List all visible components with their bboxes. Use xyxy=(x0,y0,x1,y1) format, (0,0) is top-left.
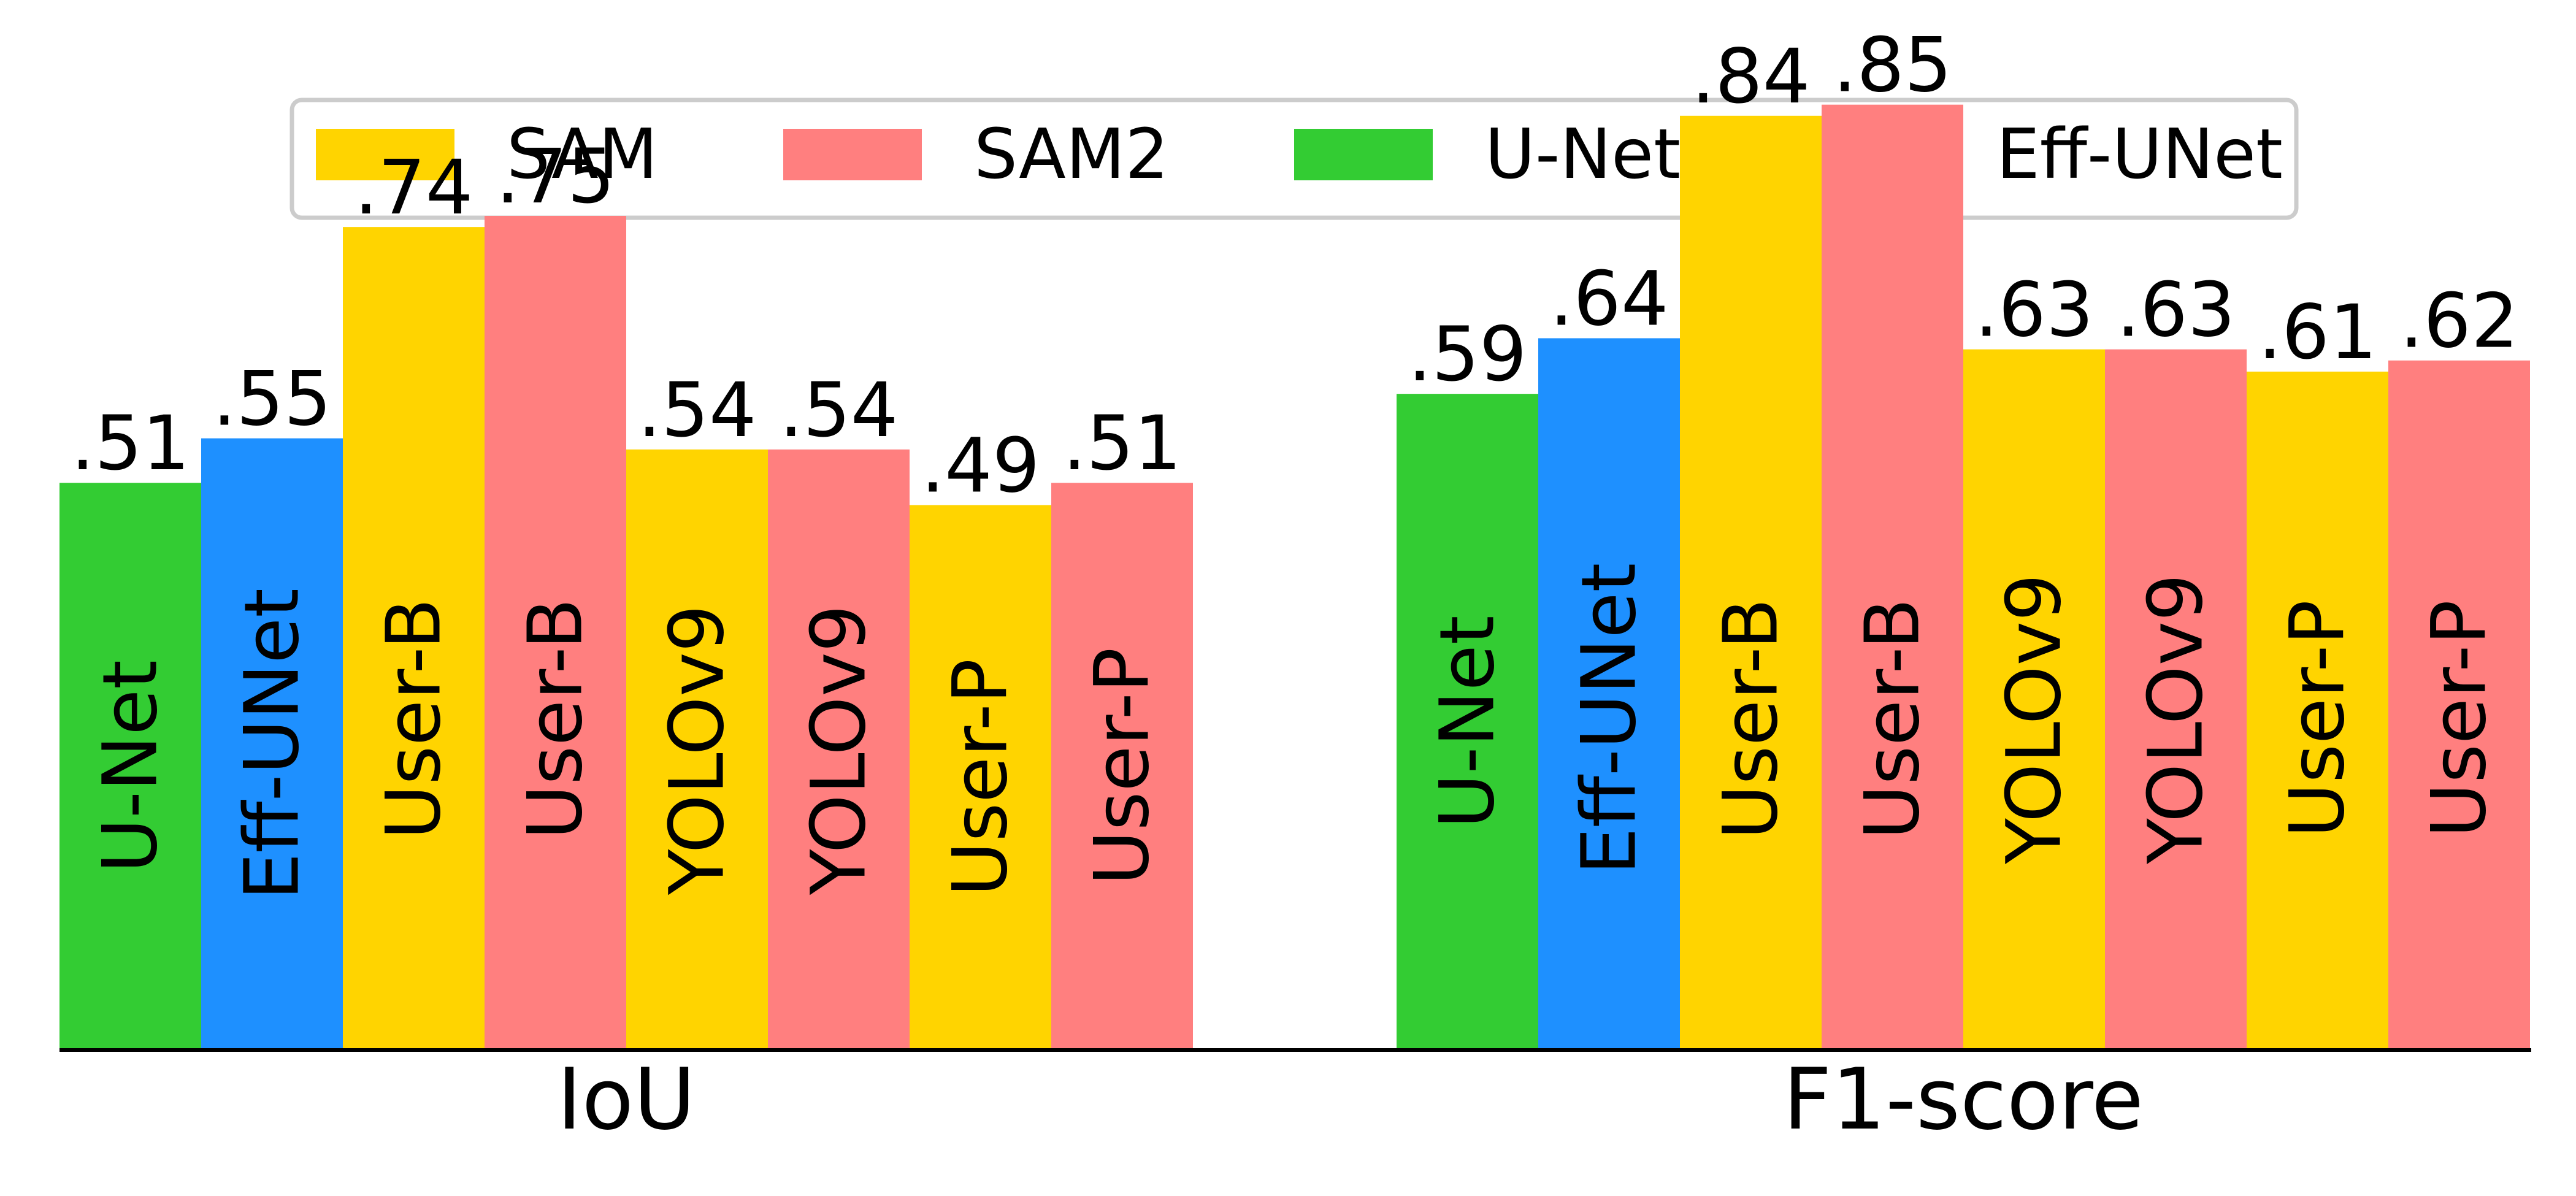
bar xyxy=(910,505,1051,1050)
bar-category-label: User-B xyxy=(1849,598,1936,840)
data-label: .74 xyxy=(354,144,473,231)
bar-category-label: User-B xyxy=(370,598,458,840)
data-label: .49 xyxy=(921,422,1040,509)
legend-swatch-u-net xyxy=(1294,129,1433,180)
bar xyxy=(343,227,485,1051)
bar-category-label: User-B xyxy=(512,598,599,840)
bar xyxy=(1397,394,1538,1051)
bar xyxy=(626,449,768,1050)
legend-label: Eff-UNet xyxy=(1996,115,2283,194)
bar xyxy=(1538,338,1680,1050)
bar xyxy=(59,483,201,1050)
data-label: .61 xyxy=(2258,289,2377,376)
bar-category-label: User-B xyxy=(1708,598,1795,840)
bar-category-label: YOLOv9 xyxy=(654,605,741,895)
bar-category-label: YOLOv9 xyxy=(1991,573,2078,864)
bar-category-label: U-Net xyxy=(87,660,174,873)
data-label: .55 xyxy=(212,356,331,443)
bar-category-label: YOLOv9 xyxy=(2133,573,2220,864)
bar-category-label: U-Net xyxy=(1424,615,1511,828)
bar xyxy=(485,216,626,1050)
legend-label: SAM2 xyxy=(974,115,1169,194)
bar-category-label: Eff-UNet xyxy=(229,588,316,900)
data-label: .63 xyxy=(2116,267,2235,354)
legend-swatch-sam xyxy=(316,129,454,180)
legend-label: U-Net xyxy=(1485,115,1681,194)
data-label: .85 xyxy=(1833,22,1952,109)
data-label: .64 xyxy=(1549,255,1668,342)
legend-label: SAM xyxy=(507,115,657,194)
bar-category-label: User-P xyxy=(1079,648,1166,886)
bar xyxy=(1963,349,2105,1050)
bar xyxy=(1822,104,1963,1051)
data-label: .62 xyxy=(2399,278,2518,365)
data-label: .63 xyxy=(1974,267,2093,354)
bar-category-label: YOLOv9 xyxy=(795,605,883,895)
bar xyxy=(1051,483,1193,1050)
bar xyxy=(201,438,343,1050)
data-label: .51 xyxy=(71,400,190,487)
bar-category-label: User-P xyxy=(2416,600,2503,838)
bar-category-label: User-P xyxy=(937,659,1024,897)
bar xyxy=(2247,371,2388,1050)
data-label: .75 xyxy=(496,133,615,220)
data-label: .54 xyxy=(637,367,756,454)
data-label: .84 xyxy=(1691,33,1810,120)
legend-swatch-sam2 xyxy=(783,129,922,180)
bar-category-label: User-P xyxy=(2274,600,2361,838)
group-label: IoU xyxy=(557,1050,696,1149)
bar-groups: .51 U-Net .55 Eff-UNet .74 User-B .75 User-B .54… xyxy=(59,22,2530,1051)
data-label: .51 xyxy=(1062,400,1181,487)
data-label: .54 xyxy=(779,367,898,454)
group-label: F1-score xyxy=(1783,1050,2144,1149)
bar-category-label: Eff-UNet xyxy=(1566,563,1653,875)
bar xyxy=(1680,115,1822,1050)
bar xyxy=(2388,360,2530,1050)
bar xyxy=(2105,349,2247,1050)
bar-group-f1-score: .59 U-Net .64 Eff-UNet .84 User-B .85 User-B .63… xyxy=(1397,22,2530,1051)
bar xyxy=(768,449,910,1050)
data-label: .59 xyxy=(1408,311,1527,398)
bar-group-iou: .51 U-Net .55 Eff-UNet .74 User-B .75 User-B .54… xyxy=(59,133,1193,1051)
x-axis: IoU F1-score xyxy=(59,1048,2531,1149)
